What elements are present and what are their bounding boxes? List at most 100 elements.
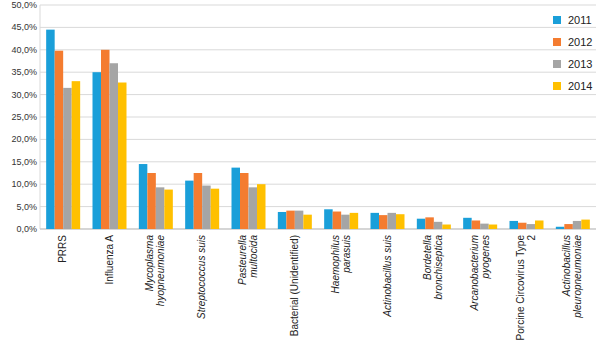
category-label: Porcine Circovirus Type2 <box>515 235 537 341</box>
bar <box>350 213 359 229</box>
legend-swatch <box>553 60 561 68</box>
bar <box>295 211 304 229</box>
bar <box>489 225 498 229</box>
bar <box>249 187 258 229</box>
category-line: Haemophilus <box>330 235 341 293</box>
grid-line <box>40 49 596 50</box>
y-axis-line <box>40 5 41 229</box>
legend-swatch <box>553 38 561 46</box>
y-tick-label: 0,0% <box>16 224 37 234</box>
bar <box>55 51 64 229</box>
bar <box>535 220 544 229</box>
legend-swatch <box>553 16 561 24</box>
legend-label: 2011 <box>568 14 592 26</box>
bar <box>46 30 55 229</box>
bars <box>46 30 590 229</box>
category-label: Actinobacilluspleuropneumoniae <box>561 235 583 319</box>
category-line: 2 <box>526 235 537 241</box>
legend-swatch <box>553 82 561 90</box>
grid-line <box>40 27 596 28</box>
y-tick-label: 45,0% <box>11 22 37 32</box>
bar <box>396 214 405 229</box>
category-line: pyogenes <box>480 235 491 279</box>
bar <box>527 224 536 229</box>
bar <box>573 221 582 229</box>
category-label: Arcanobacteriumpyogenes <box>469 235 491 312</box>
y-tick-label: 25,0% <box>11 112 37 122</box>
bar <box>333 212 342 229</box>
chart: 0,0%5,0%10,0%15,0%20,0%25,0%30,0%35,0%40… <box>0 0 610 361</box>
bar <box>564 224 573 229</box>
bar <box>303 215 312 229</box>
category-label: PRRS <box>57 235 68 263</box>
category-line: Bacterial (Unidentified) <box>289 235 300 336</box>
bar <box>581 220 590 229</box>
category-line: multocida <box>248 235 259 278</box>
bar <box>379 215 388 229</box>
bar <box>480 224 489 229</box>
category-label: Haemophilusparasuis <box>330 235 352 293</box>
y-tick-label: 20,0% <box>11 134 37 144</box>
bar <box>463 218 472 229</box>
bar <box>257 184 266 229</box>
bar <box>518 223 527 229</box>
bar <box>63 88 72 229</box>
bar <box>434 222 443 229</box>
y-tick-label: 5,0% <box>16 202 37 212</box>
grid-line <box>40 5 596 6</box>
bar <box>388 213 397 229</box>
category-label: Influenza A <box>104 235 115 285</box>
bar <box>240 173 249 229</box>
category-line: Pasteurella <box>237 235 248 285</box>
bar <box>472 220 481 229</box>
category-label: Streptococcus suis <box>196 235 207 319</box>
bar <box>185 181 194 229</box>
category-line: parasuis <box>341 235 352 274</box>
category-line: hyopneumoniae <box>155 235 166 307</box>
bar <box>72 81 81 229</box>
category-line: pleuropneumoniae <box>572 235 583 319</box>
bar <box>156 187 165 229</box>
y-tick-label: 40,0% <box>11 45 37 55</box>
category-line: Mycoplasma <box>144 235 155 292</box>
category-line: Arcanobacterium <box>469 235 480 312</box>
category-label: Pasteurellamultocida <box>237 235 259 285</box>
bar <box>442 225 451 229</box>
category-line: bronchiseptica <box>433 235 444 300</box>
bar <box>510 221 519 229</box>
y-tick-label: 10,0% <box>11 179 37 189</box>
y-tick-label: 30,0% <box>11 90 37 100</box>
bar <box>417 219 426 229</box>
bar <box>371 213 380 229</box>
bar <box>211 189 220 229</box>
bar <box>425 217 434 229</box>
bar <box>202 186 211 229</box>
category-line: Streptococcus suis <box>196 235 207 319</box>
bar <box>93 72 102 229</box>
legend-label: 2014 <box>568 80 592 92</box>
bar <box>139 164 148 229</box>
category-label: Mycoplasmahyopneumoniae <box>144 235 166 307</box>
y-tick-label: 35,0% <box>11 67 37 77</box>
bar <box>286 211 295 229</box>
category-label: Actinobacillus suis <box>382 235 393 318</box>
category-label: Bacterial (Unidentified) <box>289 235 300 336</box>
bar <box>324 209 333 229</box>
category-line: Actinobacillus <box>561 235 572 297</box>
bar <box>110 63 119 229</box>
bar <box>556 227 565 229</box>
bar <box>164 190 173 229</box>
category-line: Porcine Circovirus Type <box>515 235 526 341</box>
bar <box>194 173 203 229</box>
bar <box>147 173 156 229</box>
bar <box>118 83 127 229</box>
y-tick-label: 50,0% <box>11 0 37 10</box>
category-label: Bordetellabronchiseptica <box>422 235 444 300</box>
bar <box>341 215 350 229</box>
category-line: Bordetella <box>422 235 433 280</box>
category-line: Influenza A <box>104 235 115 285</box>
bar <box>101 50 110 229</box>
legend-label: 2012 <box>568 36 592 48</box>
grid-line <box>40 72 596 73</box>
category-line: Actinobacillus suis <box>382 235 393 318</box>
